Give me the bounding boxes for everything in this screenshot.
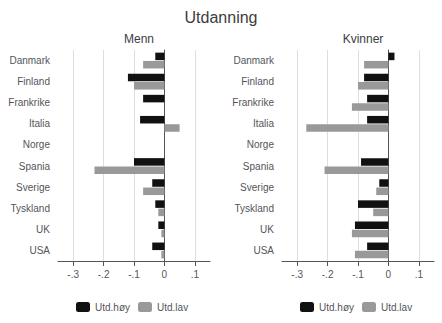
svg-text:Utd.høy: Utd.høy xyxy=(319,302,354,313)
svg-text:Frankrike: Frankrike xyxy=(8,97,50,108)
svg-text:-.1: -.1 xyxy=(128,269,140,280)
svg-text:Sverige: Sverige xyxy=(240,182,274,193)
svg-text:.1: .1 xyxy=(415,269,424,280)
svg-text:-.2: -.2 xyxy=(98,269,110,280)
svg-text:Utd.lav: Utd.lav xyxy=(381,302,412,313)
svg-text:Utdanning: Utdanning xyxy=(185,9,258,26)
svg-text:Sverige: Sverige xyxy=(16,182,50,193)
svg-text:Danmark: Danmark xyxy=(233,55,275,66)
svg-text:0: 0 xyxy=(162,269,168,280)
svg-text:Spania: Spania xyxy=(19,161,51,172)
svg-text:Tyskland: Tyskland xyxy=(11,203,50,214)
svg-text:Utd.lav: Utd.lav xyxy=(157,302,188,313)
svg-text:Italia: Italia xyxy=(29,118,51,129)
svg-text:-.1: -.1 xyxy=(352,269,364,280)
svg-text:Finland: Finland xyxy=(17,76,50,87)
svg-text:Kvinner: Kvinner xyxy=(343,32,384,46)
svg-text:USA: USA xyxy=(29,245,50,256)
svg-text:UK: UK xyxy=(36,224,50,235)
svg-text:UK: UK xyxy=(260,224,274,235)
svg-text:0: 0 xyxy=(386,269,392,280)
svg-text:.1: .1 xyxy=(191,269,200,280)
svg-text:Danmark: Danmark xyxy=(9,55,51,66)
svg-text:-.2: -.2 xyxy=(322,269,334,280)
svg-text:Norge: Norge xyxy=(23,139,51,150)
svg-text:-.3: -.3 xyxy=(67,269,79,280)
svg-text:Finland: Finland xyxy=(241,76,274,87)
svg-text:Spania: Spania xyxy=(243,161,275,172)
svg-text:Tyskland: Tyskland xyxy=(235,203,274,214)
svg-text:Utd.høy: Utd.høy xyxy=(95,302,130,313)
svg-text:Italia: Italia xyxy=(253,118,275,129)
svg-text:-.3: -.3 xyxy=(291,269,303,280)
svg-text:Frankrike: Frankrike xyxy=(232,97,274,108)
svg-text:USA: USA xyxy=(253,245,274,256)
svg-text:Menn: Menn xyxy=(124,32,154,46)
svg-text:Norge: Norge xyxy=(247,139,275,150)
